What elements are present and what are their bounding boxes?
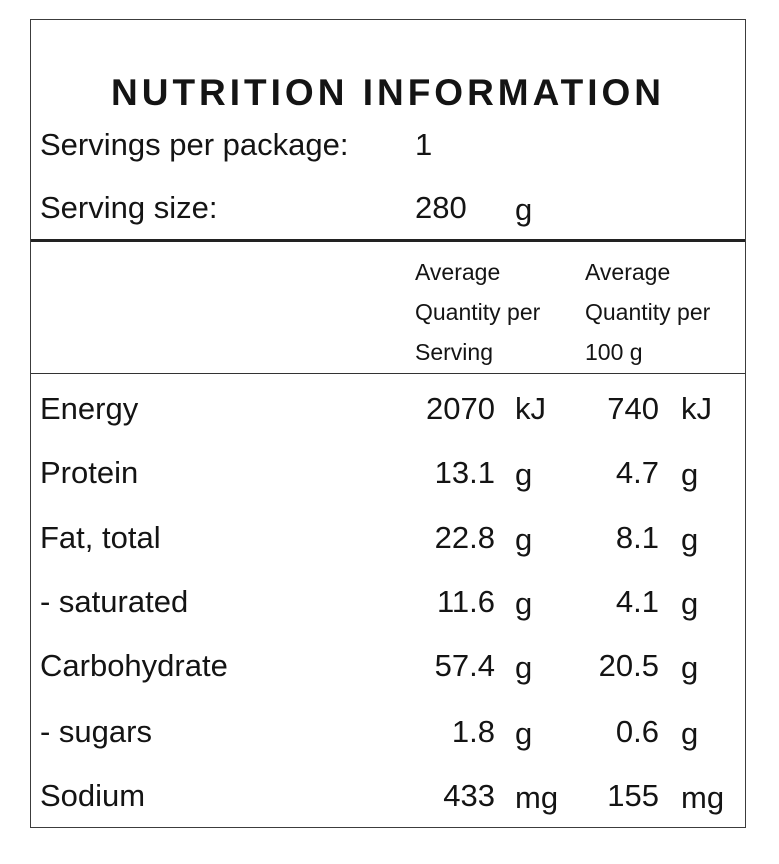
column-header-per-100g: Average Quantity per 100 g: [585, 252, 755, 372]
column-header-line: Average: [415, 259, 501, 285]
per-100g-unit: g: [681, 522, 699, 557]
per-serving-unit: g: [515, 716, 533, 751]
panel-title: NUTRITION INFORMATION: [111, 72, 665, 113]
row-label: - saturated: [40, 584, 189, 619]
servings-per-package-label: Servings per package:: [40, 127, 349, 162]
serving-size-unit: g: [515, 192, 533, 227]
per-serving-unit: mg: [515, 780, 559, 815]
column-header-line: Serving: [415, 339, 493, 365]
column-header-line: Quantity per: [415, 299, 541, 325]
column-header-line: 100 g: [585, 339, 643, 365]
per-100g-value: 155: [607, 778, 659, 813]
servings-per-package-value: 1: [415, 127, 433, 162]
per-serving-value: 2070: [426, 391, 495, 426]
column-header-line: Quantity per: [585, 299, 711, 325]
section-divider-thick: [31, 239, 745, 242]
serving-size-value: 280: [415, 190, 467, 225]
per-100g-value: 4.7: [615, 455, 659, 490]
row-label: Protein: [40, 455, 139, 490]
per-100g-value: 740: [607, 391, 659, 426]
per-serving-unit: g: [515, 586, 533, 621]
per-serving-value: 1.8: [451, 714, 495, 749]
section-divider-thin: [31, 373, 745, 374]
serving-size-label: Serving size:: [40, 190, 218, 225]
column-header-per-serving: Average Quantity per Serving: [415, 252, 585, 372]
column-header-line: Average: [585, 259, 671, 285]
per-serving-value: 11.6: [436, 584, 495, 619]
per-serving-value: 433: [443, 778, 495, 813]
nutrition-panel: NUTRITION INFORMATION Servings per packa…: [30, 19, 746, 828]
per-100g-value: 8.1: [615, 520, 659, 555]
row-label: - sugars: [40, 714, 152, 749]
per-100g-value: 20.5: [598, 648, 659, 683]
per-serving-value: 57.4: [434, 648, 495, 683]
row-label: Energy: [40, 391, 139, 426]
per-100g-unit: g: [681, 457, 699, 492]
per-100g-unit: kJ: [681, 391, 712, 426]
per-100g-value: 4.1: [615, 584, 659, 619]
per-serving-value: 13.1: [434, 455, 495, 490]
per-100g-value: 0.6: [615, 714, 659, 749]
per-serving-unit: g: [515, 457, 533, 492]
per-serving-unit: kJ: [515, 391, 546, 426]
per-100g-unit: g: [681, 586, 699, 621]
per-100g-unit: g: [681, 650, 699, 685]
per-serving-unit: g: [515, 650, 533, 685]
per-serving-unit: g: [515, 522, 533, 557]
row-label: Carbohydrate: [40, 648, 228, 683]
per-serving-value: 22.8: [434, 520, 495, 555]
per-100g-unit: mg: [681, 780, 725, 815]
per-100g-unit: g: [681, 716, 699, 751]
row-label: Fat, total: [40, 520, 161, 555]
row-label: Sodium: [40, 778, 146, 813]
